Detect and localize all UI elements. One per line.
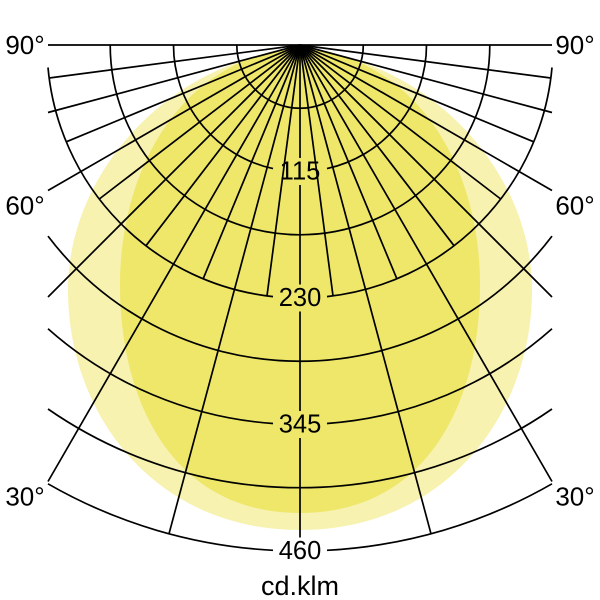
- angle-label-right: 90°: [555, 30, 594, 60]
- grid-radial-major: [299, 44, 553, 298]
- grid-radial-major: [47, 44, 301, 192]
- unit-label: cd.klm: [261, 571, 339, 600]
- grid-radial-major: [299, 44, 432, 535]
- grid-radial-minor: [202, 44, 301, 280]
- grid-radial-minor: [299, 44, 334, 296]
- grid-radial-major: [168, 44, 301, 535]
- grid-radial-minor: [299, 44, 455, 247]
- angle-label-left: 90°: [5, 30, 44, 60]
- arc-value-label: 460: [279, 537, 322, 565]
- angle-label-left: 30°: [5, 481, 44, 511]
- grid-arc: [326, 67, 553, 298]
- angle-label-right: 30°: [555, 481, 594, 511]
- grid-radial-minor: [299, 44, 551, 79]
- grid-radial-minor: [266, 44, 301, 296]
- grid-radial-minor: [299, 44, 398, 280]
- arc-value-label: 115: [280, 158, 321, 186]
- grid-radial-minor: [145, 44, 301, 247]
- arc-value-label: 345: [279, 411, 322, 439]
- grid-radial-minor: [49, 44, 301, 79]
- grid-radial-minor: [299, 44, 502, 200]
- angle-label-left: 60°: [5, 190, 44, 220]
- grid-radial-minor: [299, 44, 535, 143]
- grid-radial-major: [47, 44, 301, 298]
- grid-arc: [326, 483, 553, 552]
- grid-radial-major: [299, 44, 553, 482]
- grid-radial-major: [47, 44, 301, 482]
- grid-radial-minor: [98, 44, 301, 200]
- angle-label-right: 60°: [555, 190, 594, 220]
- grid-arc: [326, 328, 553, 425]
- arc-value-label: 230: [279, 284, 322, 312]
- grid-radial-major: [47, 44, 301, 114]
- grid-radial-major: [299, 44, 553, 114]
- grid-arc: [47, 67, 274, 298]
- grid-arc: [47, 328, 274, 425]
- grid-arc: [47, 483, 274, 552]
- grid-radial-major: [299, 44, 553, 192]
- grid-radial-minor: [65, 44, 301, 143]
